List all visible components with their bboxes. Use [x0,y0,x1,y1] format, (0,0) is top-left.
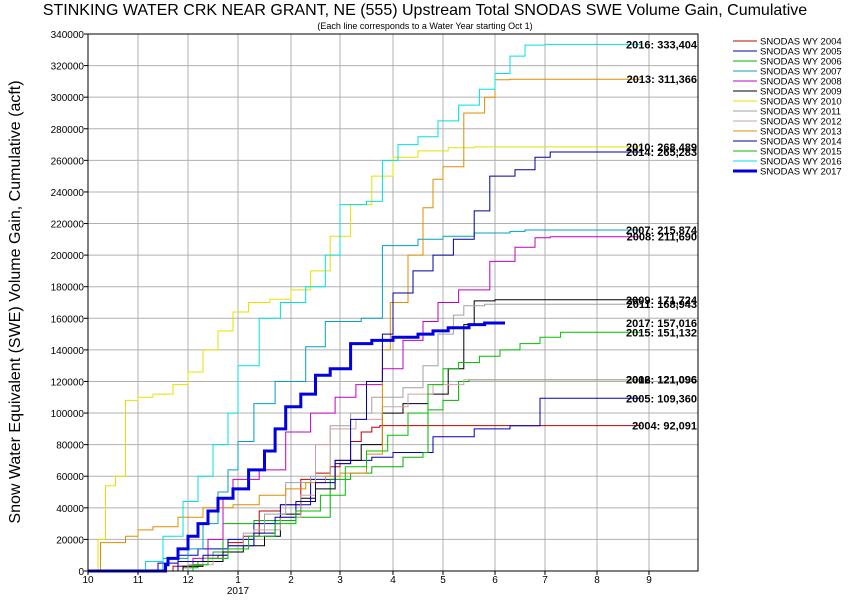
x-tick-label: 12 [182,575,194,586]
x-tick-label: 4 [390,575,396,586]
series-line-snodas-wy-2009 [88,299,642,572]
series-line-snodas-wy-2014 [88,151,642,572]
legend-entry: SNODAS WY 2016 [760,157,842,168]
y-axis-ticks: 0 20000 40000 60000 80000 100000 120000 140000 1… [51,30,88,578]
legend-entry: SNODAS WY 2006 [760,57,842,68]
series-line-snodas-wy-2004 [88,425,642,572]
end-label: 2005: 109,360 [626,393,697,405]
end-label: 2015: 151,132 [626,327,697,339]
legend-entry: SNODAS WY 2017 [760,167,842,178]
y-tick-label: 240000 [51,188,85,199]
end-label: 2017: 157,016 [626,318,697,330]
chart-title: STINKING WATER CRK NEAR GRANT, NE (555) … [42,2,808,19]
series-line-snodas-wy-2016 [88,43,642,572]
y-tick-label: 280000 [51,125,85,136]
legend-entry: SNODAS WY 2014 [760,137,842,148]
legend-entry: SNODAS WY 2011 [760,107,841,118]
y-tick-label: 340000 [51,30,85,41]
legend-entry: SNODAS WY 2015 [760,147,842,158]
y-tick-label: 220000 [51,220,85,231]
x-tick-label: 1 [235,575,241,586]
series-line-snodas-wy-2007 [88,229,642,572]
x-tick-label: 11 [133,575,144,586]
x-sublabel: 2017 [227,586,250,597]
end-label: 2009: 171,724 [626,295,698,307]
y-tick-label: 20000 [56,535,84,546]
y-tick-label: 300000 [51,93,85,104]
y-tick-label: 40000 [56,504,84,515]
y-tick-label: 100000 [51,409,85,420]
end-label: 2016: 333,404 [626,39,698,51]
legend-entry: SNODAS WY 2012 [760,117,842,128]
series-line-snodas-wy-2010 [88,146,642,572]
end-label: 2008: 211,690 [627,232,697,244]
legend-entry: SNODAS WY 2010 [760,97,842,108]
x-tick-label: 9 [646,575,652,586]
x-tick-label: 3 [337,575,343,586]
series-line-snodas-wy-2017 [88,321,505,573]
legend-entry: SNODAS WY 2007 [760,67,842,78]
x-tick-label: 7 [542,575,548,586]
x-tick-label: 8 [594,575,600,586]
x-tick-label: 5 [440,575,446,586]
series-lines [88,43,642,573]
end-label: 2013: 311,366 [627,74,697,86]
end-label: 2006: 121,096 [626,375,697,387]
end-label: 2012: 121,096 [626,375,697,387]
series-line-snodas-wy-2012 [88,379,642,572]
legend-entry: SNODAS WY 2013 [760,127,842,138]
y-tick-label: 140000 [51,346,85,357]
series-line-snodas-wy-2008 [88,236,642,572]
y-tick-label: 320000 [51,62,85,73]
legend-entry: SNODAS WY 2005 [760,47,842,58]
legend-entry: SNODAS WY 2009 [760,87,842,98]
legend-entry: SNODAS WY 2008 [760,77,842,88]
end-label: 2010: 268,489 [626,142,697,154]
x-tick-label: 10 [82,575,94,586]
x-tick-label: 2 [288,575,294,586]
y-tick-label: 180000 [51,283,85,294]
y-tick-label: 120000 [51,377,85,388]
y-tick-label: 60000 [56,472,84,483]
y-tick-label: 80000 [56,441,84,452]
y-tick-label: 160000 [51,314,85,325]
y-tick-label: 200000 [51,251,85,262]
end-label: 2004: 92,091 [632,421,697,433]
y-axis-label: Snow Water Equivalent (SWE) Volume Gain,… [7,80,24,523]
series-line-snodas-wy-2006 [88,379,642,572]
chart-subtitle: (Each line corresponds to a Water Year s… [317,21,533,31]
legend-entry: SNODAS WY 2004 [760,37,842,48]
end-label: 2014: 265,283 [626,147,697,159]
y-tick-label: 0 [78,567,84,578]
y-tick-label: 260000 [51,156,85,167]
series-line-snodas-wy-2005 [88,397,642,572]
end-label: 2007: 215,874 [626,225,698,237]
series-line-snodas-wy-2015 [88,331,642,572]
series-line-snodas-wy-2013 [88,78,642,572]
x-tick-label: 6 [492,575,498,586]
end-label: 2011: 168,943 [627,299,697,311]
